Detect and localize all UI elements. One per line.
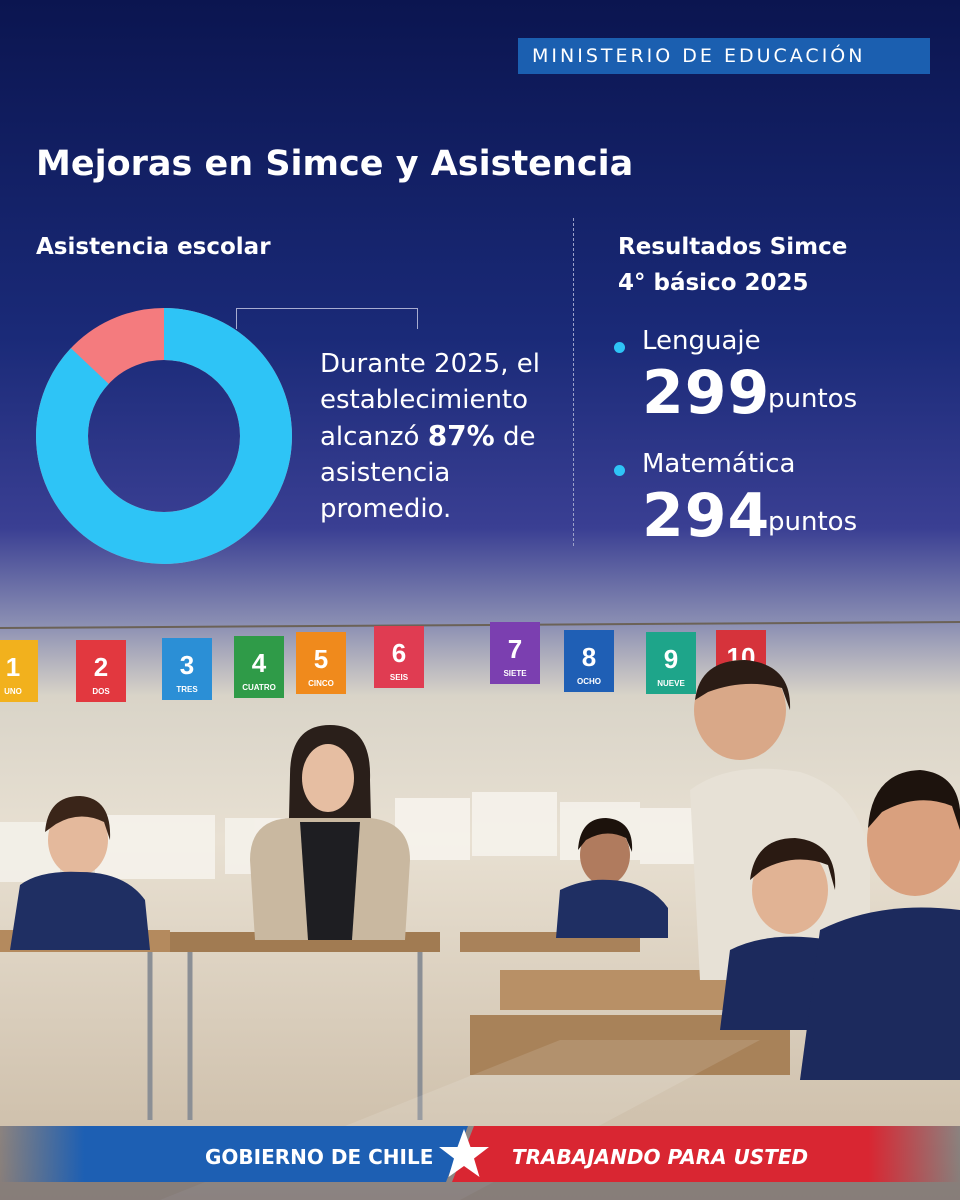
woman-seated (250, 725, 410, 940)
number-card-word: DOS (92, 687, 110, 696)
number-card-word: OCHO (577, 677, 601, 686)
footer-band (0, 1126, 960, 1200)
panel-divider (573, 218, 574, 546)
number-card: 4 CUATRO (234, 636, 284, 698)
girl-center (556, 818, 668, 938)
number-card: 2 DOS (76, 640, 126, 702)
number-card-digit: 2 (94, 652, 108, 682)
simce-heading-line1: Resultados Simce (618, 234, 848, 260)
caption-text-before: Durante 2025, el establecimiento alcanzó (320, 349, 540, 452)
number-card-word: CUATRO (242, 683, 276, 692)
star-icon (439, 1129, 489, 1177)
number-card: 5 CINCO (296, 632, 346, 694)
score-unit: puntos (768, 507, 858, 537)
attendance-label: Asistencia escolar (36, 234, 271, 260)
attendance-caption: Durante 2025, el establecimiento alcanzó… (320, 346, 565, 527)
caption-text-after: de asistencia promedio. (320, 422, 536, 524)
footer-slogan: TRABAJANDO PARA USTED (512, 1145, 809, 1169)
number-card-word: TRES (176, 685, 198, 694)
bullet-dot (614, 342, 625, 353)
number-card: 9 NUEVE (646, 632, 696, 694)
ministry-label: MINISTERIO DE EDUCACIÓN (532, 45, 866, 67)
number-card-word: SEIS (390, 673, 409, 682)
callout-connector (236, 308, 418, 329)
main-title: Mejoras en Simce y Asistencia (36, 144, 634, 184)
attendance-percent: 87% (427, 419, 495, 452)
attendance-donut-chart (36, 308, 292, 564)
number-card-digit: 7 (508, 634, 522, 664)
number-card: 8 OCHO (564, 630, 614, 692)
donut-attendance-segment (36, 308, 292, 564)
number-card-digit: 9 (664, 644, 678, 674)
ministry-badge: MINISTERIO DE EDUCACIÓN (518, 38, 930, 74)
number-card-word: UNO (4, 687, 22, 696)
bullet-dot (614, 465, 625, 476)
footer-government-label: GOBIERNO DE CHILE (205, 1145, 434, 1169)
number-card: 7 SIETE (490, 622, 540, 684)
subject-name: Matemática (642, 449, 796, 479)
simce-heading-line2: 4° básico 2025 (618, 270, 809, 296)
number-card-word: NUEVE (657, 679, 685, 688)
number-card-digit: 5 (314, 644, 328, 674)
number-card-digit: 4 (252, 648, 267, 678)
number-card-digit: 1 (6, 652, 20, 682)
score-unit: puntos (768, 384, 858, 414)
number-cards: 1 UNO 2 DOS 3 TRES 4 CUATRO 5 CINCO 6 SEIS 7 SIETE 8 OC… (0, 622, 766, 702)
classroom-photo: 1 UNO 2 DOS 3 TRES 4 CUATRO 5 CINCO 6 SEIS 7 SIETE 8 OC… (0, 621, 960, 1200)
number-card-digit: 3 (180, 650, 194, 680)
subject-score: 294 (642, 481, 771, 551)
subject-name: Lenguaje (642, 326, 761, 356)
number-card-word: SIETE (503, 669, 527, 678)
subject-score: 299 (642, 358, 771, 428)
number-card-word: CINCO (308, 679, 334, 688)
girl-left (10, 796, 150, 950)
boy-right (800, 770, 960, 1080)
number-card: 6 SEIS (374, 626, 424, 688)
number-card: 3 TRES (162, 638, 212, 700)
desks (0, 930, 800, 1120)
number-card-digit: 6 (392, 638, 406, 668)
number-card: 1 UNO (0, 640, 38, 702)
number-card-digit: 8 (582, 642, 596, 672)
